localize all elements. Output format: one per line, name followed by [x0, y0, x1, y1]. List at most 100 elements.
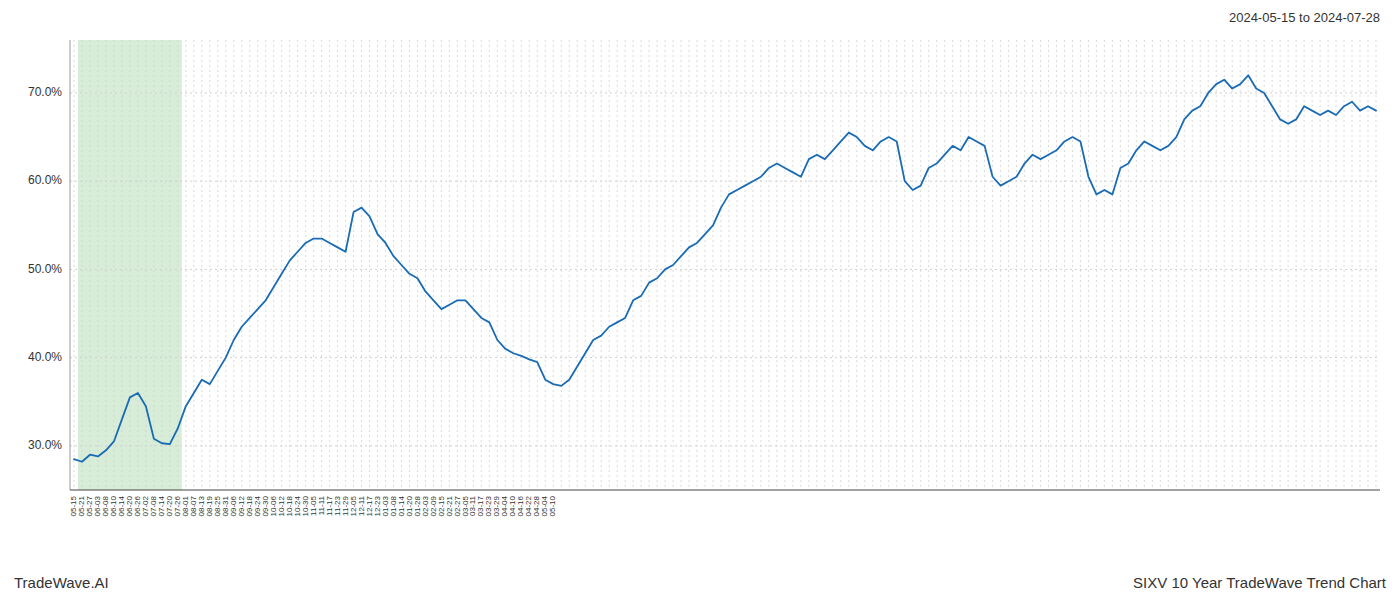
- x-grid-line: [1288, 40, 1289, 490]
- x-grid-line: [481, 40, 482, 490]
- x-grid-line: [105, 40, 106, 490]
- x-grid-line: [497, 40, 498, 490]
- x-grid-line: [1048, 40, 1049, 490]
- x-grid-line: [1112, 40, 1113, 490]
- x-grid-line: [593, 40, 594, 490]
- x-grid-line: [521, 40, 522, 490]
- x-grid-line: [337, 40, 338, 490]
- subtitle: 2024-05-15 to 2024-07-28: [1229, 10, 1380, 25]
- x-grid-line: [1256, 40, 1257, 490]
- x-grid-line: [1008, 40, 1009, 490]
- x-grid-line: [553, 40, 554, 490]
- x-grid-line: [185, 40, 186, 490]
- x-grid-line: [649, 40, 650, 490]
- x-grid-line: [369, 40, 370, 490]
- x-grid-line: [585, 40, 586, 490]
- x-grid-line: [425, 40, 426, 490]
- x-grid-line: [1120, 40, 1121, 490]
- x-grid-line: [1144, 40, 1145, 490]
- x-grid-line: [880, 40, 881, 490]
- x-grid-line: [952, 40, 953, 490]
- x-grid-line: [113, 40, 114, 490]
- x-grid-line: [201, 40, 202, 490]
- x-grid-line: [1200, 40, 1201, 490]
- x-grid-line: [633, 40, 634, 490]
- y-grid-line: [70, 445, 1380, 446]
- x-grid-line: [968, 40, 969, 490]
- x-grid-line: [1152, 40, 1153, 490]
- x-grid-line: [768, 40, 769, 490]
- x-grid-line: [1208, 40, 1209, 490]
- x-grid-line: [856, 40, 857, 490]
- x-grid-line: [1016, 40, 1017, 490]
- x-grid-line: [928, 40, 929, 490]
- x-grid-line: [537, 40, 538, 490]
- x-grid-line: [936, 40, 937, 490]
- x-grid-line: [705, 40, 706, 490]
- x-grid-line: [145, 40, 146, 490]
- x-grid-line: [281, 40, 282, 490]
- x-grid-line: [465, 40, 466, 490]
- x-grid-line: [744, 40, 745, 490]
- x-tick-label: 05-10: [548, 495, 557, 516]
- x-grid-line: [577, 40, 578, 490]
- x-grid-line: [1248, 40, 1249, 490]
- x-grid-line: [449, 40, 450, 490]
- x-grid-line: [1360, 40, 1361, 490]
- y-grid-line: [70, 92, 1380, 93]
- x-grid-line: [1296, 40, 1297, 490]
- x-grid-line: [1192, 40, 1193, 490]
- x-grid-line: [473, 40, 474, 490]
- x-grid-line: [89, 40, 90, 490]
- x-grid-line: [1232, 40, 1233, 490]
- x-grid-line: [689, 40, 690, 490]
- x-grid-line: [1168, 40, 1169, 490]
- x-grid-line: [1176, 40, 1177, 490]
- x-grid-line: [249, 40, 250, 490]
- x-grid-line: [601, 40, 602, 490]
- x-grid-line: [784, 40, 785, 490]
- y-grid-line: [70, 357, 1380, 358]
- x-grid-line: [1072, 40, 1073, 490]
- x-grid-line: [848, 40, 849, 490]
- x-grid-line: [409, 40, 410, 490]
- x-grid-line: [960, 40, 961, 490]
- x-grid-line: [1352, 40, 1353, 490]
- x-grid-line: [209, 40, 210, 490]
- x-grid-line: [137, 40, 138, 490]
- x-grid-line: [257, 40, 258, 490]
- y-axis: 30.0%40.0%50.0%60.0%70.0%: [28, 40, 70, 490]
- x-grid-line: [1088, 40, 1089, 490]
- x-grid-line: [1376, 40, 1377, 490]
- y-axis-line: [70, 40, 71, 490]
- x-grid-line: [81, 40, 82, 490]
- x-grid-line: [129, 40, 130, 490]
- x-grid-line: [832, 40, 833, 490]
- x-grid-line: [417, 40, 418, 490]
- y-tick-label: 70.0%: [28, 85, 62, 99]
- x-grid-line: [1128, 40, 1129, 490]
- x-grid-line: [681, 40, 682, 490]
- x-grid-line: [225, 40, 226, 490]
- x-grid-line: [1024, 40, 1025, 490]
- x-grid-line: [824, 40, 825, 490]
- x-grid-line: [353, 40, 354, 490]
- x-grid-line: [241, 40, 242, 490]
- y-grid-line: [70, 181, 1380, 182]
- x-grid-line: [1216, 40, 1217, 490]
- x-grid-line: [385, 40, 386, 490]
- x-grid-line: [984, 40, 985, 490]
- x-grid-line: [808, 40, 809, 490]
- x-grid-line: [313, 40, 314, 490]
- y-tick-label: 50.0%: [28, 262, 62, 276]
- x-grid-line: [1064, 40, 1065, 490]
- x-grid-line: [625, 40, 626, 490]
- x-grid-line: [529, 40, 530, 490]
- x-grid-line: [345, 40, 346, 490]
- x-grid-line: [840, 40, 841, 490]
- x-axis-line: [70, 489, 1380, 490]
- x-grid-line: [193, 40, 194, 490]
- x-grid-line: [736, 40, 737, 490]
- x-grid-line: [1056, 40, 1057, 490]
- x-grid-line: [1312, 40, 1313, 490]
